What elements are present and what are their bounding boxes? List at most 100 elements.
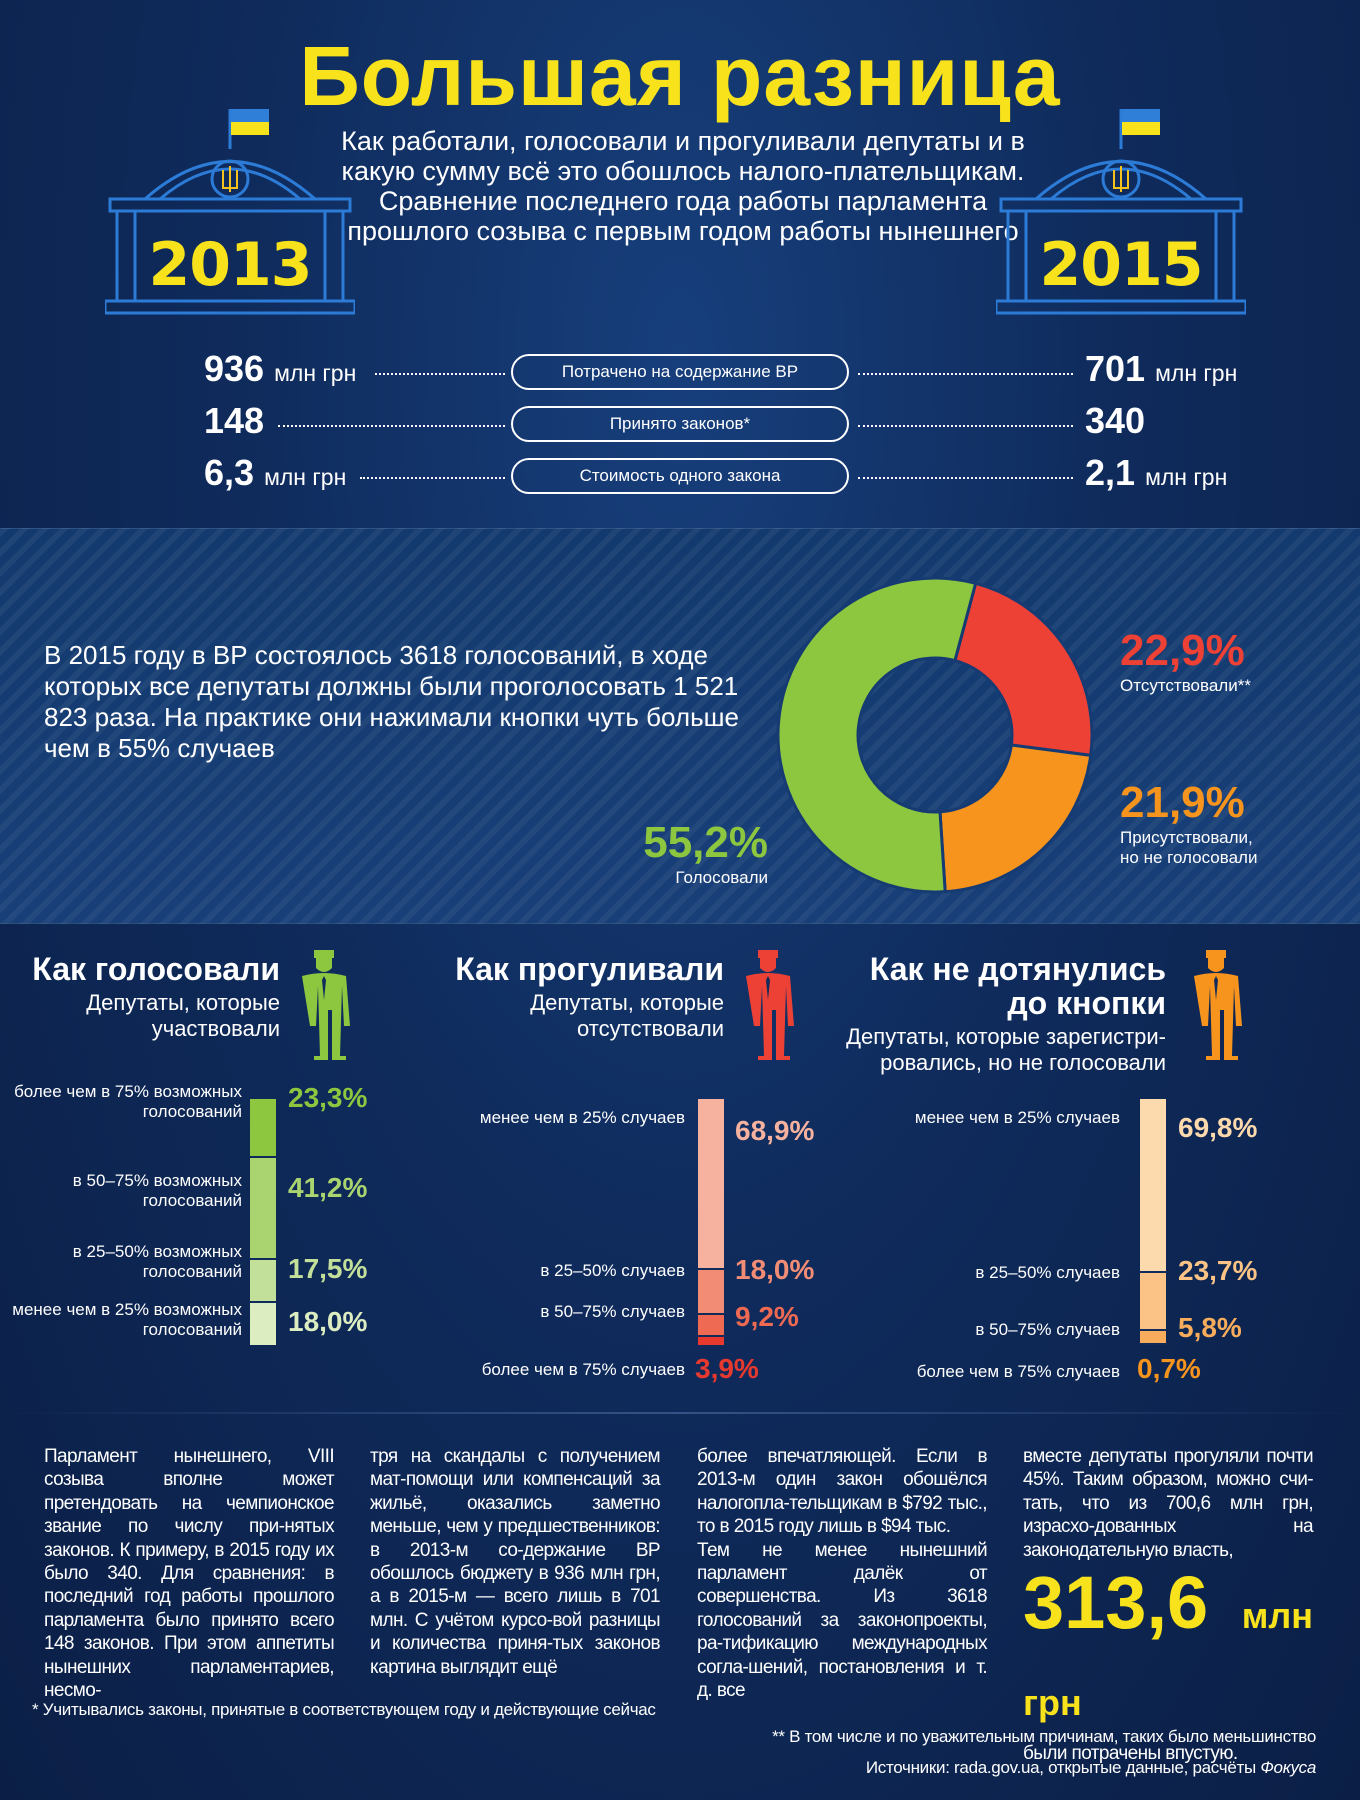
subheading-voted: Депутаты, которые участвовали <box>86 990 280 1041</box>
footnote-1: * Учитывались законы, принятые в соответ… <box>32 1700 656 1719</box>
dotted-connector <box>858 477 1073 479</box>
heading-voted: Как голосовали <box>32 951 280 987</box>
bar-label: в 50–75% случаев <box>975 1320 1120 1339</box>
body-column-4-text: вместе депутаты прогуляли почти 45%. Так… <box>1023 1446 1314 1561</box>
value: 2,1 <box>1085 452 1136 493</box>
bar-label: в 25–50% случаев <box>540 1261 685 1280</box>
bar-segment <box>250 1156 276 1258</box>
page-title: Большая разница <box>299 29 1061 123</box>
parliament-building-icon-2013 <box>103 104 357 324</box>
bar-value: 0,7% <box>1137 1353 1201 1384</box>
bar-label: более чем в 75% возможных голосований <box>14 1082 242 1121</box>
stat-left-value: 6,3 млн грн <box>204 452 346 494</box>
person-icon-green <box>302 950 350 1060</box>
bar-segment <box>698 1335 724 1345</box>
pie-label-absent: 22,9% Отсутствовали** <box>1120 626 1340 696</box>
value: 148 <box>204 400 265 441</box>
stat-label-pill: Принято законов* <box>511 406 849 442</box>
bar-segment <box>250 1300 276 1345</box>
body-column-3-part-1: более впечатляющей. Если в 2013-м один з… <box>697 1446 988 1538</box>
unit: млн грн <box>1155 360 1238 386</box>
value: 936 <box>204 348 265 389</box>
body-column-1: Парламент нынешнего, VIII созыва вполне … <box>44 1446 335 1702</box>
bar-segment <box>698 1312 724 1336</box>
bar-segment <box>1140 1343 1166 1345</box>
bar-label: в 50–75% случаев <box>540 1302 685 1321</box>
donut-slice-2 <box>938 743 1093 894</box>
pie-value: 55,2% <box>643 818 768 867</box>
body-column-4: вместе депутаты прогуляли почти 45%. Так… <box>1023 1445 1314 1765</box>
stat-label-pill: Стоимость одного закона <box>511 458 849 494</box>
bar-value: 18,0% <box>735 1254 815 1285</box>
bar-segment <box>698 1099 724 1269</box>
value: 701 <box>1085 348 1146 389</box>
person-icon-orange <box>1194 950 1242 1060</box>
pie-caption: Голосовали <box>675 868 768 887</box>
stat-right-value: 2,1 млн грн <box>1085 452 1227 494</box>
body-column-3: более впечатляющей. Если в 2013-м один з… <box>697 1445 988 1702</box>
pie-caption: Отсутствовали** <box>1120 676 1251 695</box>
voting-paragraph: В 2015 году в ВР состоялось 3618 голосов… <box>44 640 739 763</box>
dotted-connector <box>858 425 1073 427</box>
bar-label: более чем в 75% случаев <box>481 1360 685 1379</box>
subheading-absent: Депутаты, которые отсутствовали <box>530 990 724 1041</box>
dotted-connector <box>858 373 1073 375</box>
bar-value: 23,3% <box>288 1082 368 1113</box>
bar-label: в 25–50% возможных голосований <box>72 1242 242 1281</box>
wasted-amount: 313,6 млн грн <box>1023 1566 1313 1740</box>
pie-caption: Присутствовали, но не голосовали <box>1120 828 1258 867</box>
subheading-not-pressed: Депутаты, которые зарегистри-ровались, н… <box>846 1024 1166 1075</box>
donut-chart <box>776 576 1094 894</box>
pie-label-voted: 55,2% Голосовали <box>600 818 768 888</box>
sources: Источники: rada.gov.ua, открытые данные,… <box>866 1758 1316 1778</box>
unit: млн грн <box>264 464 347 490</box>
stat-left-value: 148 <box>204 400 264 442</box>
body-column-4-end: были потрачены впустую. <box>1023 1743 1238 1765</box>
bar-value: 17,5% <box>288 1253 368 1284</box>
footnote-2: ** В том числе и по уважительным причина… <box>772 1727 1316 1746</box>
stat-label-pill: Потрачено на содержание ВР <box>511 354 849 390</box>
heading-absent: Как прогуливали <box>455 951 724 987</box>
bar-value: 23,7% <box>1178 1255 1258 1286</box>
stacked-bar-voted <box>250 1099 276 1345</box>
bar-value: 5,8% <box>1178 1312 1242 1343</box>
donut-slice-1 <box>953 581 1094 758</box>
pie-value: 21,9% <box>1120 778 1245 827</box>
bar-label: менее чем в 25% возможных голосований <box>12 1300 242 1339</box>
bar-value: 41,2% <box>288 1172 368 1203</box>
wasted-value: 313,6 <box>1023 1561 1209 1645</box>
bar-value: 69,8% <box>1178 1112 1258 1143</box>
bar-label: в 25–50% случаев <box>975 1263 1120 1282</box>
bar-label: менее чем в 25% случаев <box>914 1108 1120 1127</box>
heading-not-pressed: Как не дотянулись до кнопки <box>869 951 1166 1021</box>
stat-left-value: 936 млн грн <box>204 348 356 390</box>
divider <box>0 1412 1360 1414</box>
stat-right-value: 340 <box>1085 400 1145 442</box>
stacked-bar-absent <box>698 1099 724 1345</box>
bar-segment <box>698 1268 724 1313</box>
bar-value: 9,2% <box>735 1301 799 1332</box>
unit: млн грн <box>274 360 357 386</box>
bar-segment <box>1140 1270 1166 1329</box>
unit: млн грн <box>1145 464 1228 490</box>
body-column-2: тря на скандалы с получением мат-помощи … <box>370 1446 661 1678</box>
pie-label-present: 21,9% Присутствовали, но не голосовали <box>1120 778 1270 868</box>
page-subtitle: Как работали, голосовали и прогуливали д… <box>341 126 1025 246</box>
bar-value: 68,9% <box>735 1115 815 1146</box>
dotted-connector <box>278 425 505 427</box>
voting-band <box>0 528 1360 924</box>
value: 6,3 <box>204 452 255 493</box>
bar-value: 3,9% <box>695 1353 759 1384</box>
stacked-bar-not-pressed <box>1140 1099 1166 1345</box>
year-right: 2015 <box>1039 230 1204 300</box>
year-left: 2013 <box>148 230 313 300</box>
sources-text: Источники: rada.gov.ua, открытые данные,… <box>865 1758 1256 1777</box>
donut-slice-0 <box>776 576 978 894</box>
value: 340 <box>1085 400 1146 441</box>
dotted-connector <box>360 477 505 479</box>
wasted-unit: млн грн <box>1023 1595 1313 1724</box>
bar-value: 18,0% <box>288 1306 368 1337</box>
sources-italic: Фокуса <box>1260 1758 1316 1777</box>
pie-value: 22,9% <box>1120 626 1245 675</box>
bar-segment <box>1140 1328 1166 1343</box>
